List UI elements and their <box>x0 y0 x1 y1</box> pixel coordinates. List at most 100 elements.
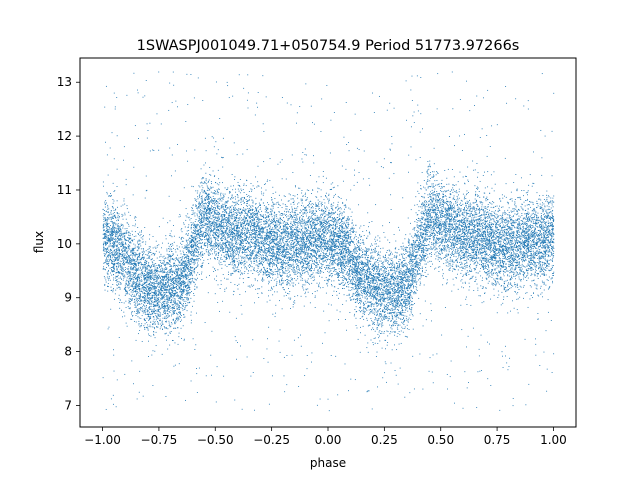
data-point <box>319 219 320 220</box>
data-point <box>485 243 486 244</box>
data-point <box>144 95 145 96</box>
data-point <box>360 239 361 240</box>
data-point <box>175 249 176 250</box>
data-point <box>523 287 524 288</box>
data-point <box>481 209 482 210</box>
data-point <box>374 283 375 284</box>
data-point <box>413 288 414 289</box>
data-point <box>519 229 520 230</box>
data-point <box>367 236 368 237</box>
data-point <box>296 267 297 268</box>
data-point <box>413 280 414 281</box>
data-point <box>439 261 440 262</box>
data-point <box>223 194 224 195</box>
data-point <box>255 176 256 177</box>
data-point <box>337 261 338 262</box>
data-point <box>533 223 534 224</box>
data-point <box>273 206 274 207</box>
data-point <box>237 210 238 211</box>
data-point <box>208 232 209 233</box>
data-point <box>524 248 525 249</box>
data-point <box>235 205 236 206</box>
data-point <box>263 358 264 359</box>
data-point <box>307 256 308 257</box>
data-point <box>221 193 222 194</box>
data-point <box>296 245 297 246</box>
data-point <box>535 344 536 345</box>
data-point <box>191 259 192 260</box>
data-point <box>517 257 518 258</box>
data-point <box>422 128 423 129</box>
data-point <box>445 235 446 236</box>
data-point <box>523 259 524 260</box>
data-point <box>397 306 398 307</box>
data-point <box>356 264 357 265</box>
data-point <box>265 214 266 215</box>
data-point <box>462 201 463 202</box>
data-point <box>467 180 468 181</box>
data-point <box>342 166 343 167</box>
data-point <box>246 240 247 241</box>
data-point <box>483 263 484 264</box>
data-point <box>496 231 497 232</box>
data-point <box>529 201 530 202</box>
data-point <box>135 267 136 268</box>
data-point <box>261 215 262 216</box>
data-point <box>457 192 458 193</box>
data-point <box>284 195 285 196</box>
data-point <box>221 201 222 202</box>
data-point <box>143 325 144 326</box>
data-point <box>140 243 141 244</box>
data-point <box>403 293 404 294</box>
data-point <box>377 343 378 344</box>
data-point <box>524 255 525 256</box>
data-point <box>257 207 258 208</box>
data-point <box>510 220 511 221</box>
data-point <box>377 386 378 387</box>
data-point <box>175 342 176 343</box>
data-point <box>272 216 273 217</box>
data-point <box>534 264 535 265</box>
data-point <box>267 260 268 261</box>
data-point <box>403 301 404 302</box>
data-point <box>533 265 534 266</box>
data-point <box>510 244 511 245</box>
data-point <box>485 252 486 253</box>
data-point <box>280 162 281 163</box>
data-point <box>443 191 444 192</box>
data-point <box>194 243 195 244</box>
data-point <box>342 247 343 248</box>
data-point <box>344 237 345 238</box>
data-point <box>149 280 150 281</box>
data-point <box>410 283 411 284</box>
data-point <box>367 283 368 284</box>
data-point <box>324 230 325 231</box>
data-point <box>155 298 156 299</box>
data-point <box>167 287 168 288</box>
data-point <box>272 248 273 249</box>
data-point <box>439 234 440 235</box>
data-point <box>416 236 417 237</box>
data-point <box>167 308 168 309</box>
data-point <box>436 224 437 225</box>
data-point <box>261 211 262 212</box>
data-point <box>197 193 198 194</box>
data-point <box>136 295 137 296</box>
data-point <box>371 306 372 307</box>
data-point <box>151 273 152 274</box>
data-point <box>241 199 242 200</box>
data-point <box>172 255 173 256</box>
data-point <box>331 284 332 285</box>
data-point <box>210 258 211 259</box>
data-point <box>133 281 134 282</box>
data-point <box>188 284 189 285</box>
data-point <box>401 268 402 269</box>
data-point <box>444 238 445 239</box>
data-point <box>391 270 392 271</box>
data-point <box>479 222 480 223</box>
data-point <box>517 287 518 288</box>
data-point <box>512 240 513 241</box>
data-point <box>426 264 427 265</box>
data-point <box>385 314 386 315</box>
data-point <box>293 253 294 254</box>
